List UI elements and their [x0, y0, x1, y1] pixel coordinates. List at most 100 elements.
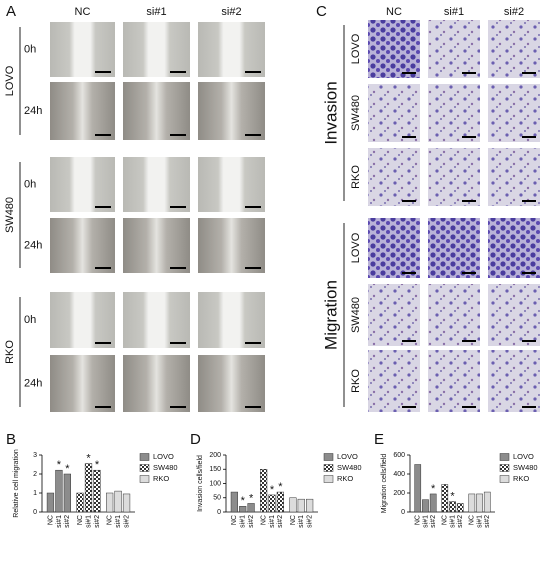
legend-label: LOVO [513, 452, 534, 461]
wound-image [50, 22, 115, 77]
time-label: 0h [24, 314, 36, 326]
legend-swatch [139, 475, 150, 483]
x-tick-label: si#1 [298, 515, 305, 528]
transwell-image [368, 20, 420, 78]
wound-image [123, 82, 190, 140]
transwell-image [488, 20, 540, 78]
wound-image [50, 157, 115, 212]
transwell-image [428, 350, 480, 412]
legend-swatch [499, 464, 510, 472]
column-header: si#2 [504, 6, 524, 18]
cell-line-label: SW480 [350, 297, 362, 333]
y-axis-label: Invasion cells/field [197, 455, 204, 512]
transwell-image [368, 350, 420, 412]
legend-label: RKO [153, 474, 169, 483]
x-tick-label: si#2 [64, 515, 71, 528]
legend-label: RKO [513, 474, 529, 483]
legend-label: LOVO [153, 452, 174, 461]
x-tick-label: NC [469, 515, 476, 525]
legend-label: RKO [337, 474, 353, 483]
x-tick-label: NC [106, 515, 113, 525]
transwell-image [488, 284, 540, 346]
wound-image [198, 292, 265, 348]
bar [456, 503, 464, 513]
bar [46, 492, 55, 513]
y-tick-label: 100 [209, 480, 221, 487]
significance-marker: * [450, 490, 455, 502]
column-header: si#2 [221, 6, 241, 18]
x-tick-label: si#2 [484, 515, 491, 528]
wound-image [50, 292, 115, 348]
transwell-image [368, 148, 420, 206]
transwell-image [428, 84, 480, 142]
cell-line-label: RKO [350, 369, 362, 393]
significance-marker: * [270, 484, 275, 496]
x-tick-label: si#2 [94, 515, 101, 528]
transwell-image [368, 284, 420, 346]
column-header: NC [386, 6, 402, 18]
bar [276, 491, 284, 513]
significance-marker: * [57, 459, 62, 471]
bar [247, 503, 255, 513]
y-tick-label: 50 [213, 495, 221, 502]
significance-marker: * [278, 481, 283, 493]
legend-swatch [323, 464, 334, 472]
bar [422, 499, 429, 513]
y-axis-label: Relative cell migration [13, 449, 20, 518]
panel-letter: C [316, 3, 327, 20]
time-label: 24h [24, 239, 42, 251]
time-label: 0h [24, 43, 36, 55]
bar [297, 498, 305, 513]
cell-line-label: LOVO [350, 33, 362, 64]
wound-image [198, 218, 265, 273]
transwell-image [428, 148, 480, 206]
x-tick-label: si#1 [269, 515, 276, 528]
y-tick-label: 400 [393, 471, 405, 478]
x-tick-label: NC [442, 515, 449, 525]
time-label: 24h [24, 105, 42, 117]
column-header: si#1 [146, 6, 166, 18]
bar [63, 473, 71, 513]
cell-line-label: LOVO [350, 232, 362, 263]
x-tick-label: NC [77, 515, 84, 525]
wound-image [123, 22, 190, 77]
legend-swatch [323, 453, 334, 461]
x-tick-label: si#2 [248, 515, 255, 528]
legend-swatch [499, 475, 510, 483]
transwell-image [488, 350, 540, 412]
wound-image [123, 292, 190, 348]
legend-label: LOVO [337, 452, 358, 461]
cell-line-label: RKO [4, 340, 16, 364]
bar [114, 490, 122, 513]
legend-swatch [139, 464, 150, 472]
transwell-image [488, 84, 540, 142]
x-tick-label: si#2 [306, 515, 313, 528]
cell-line-label: SW480 [350, 95, 362, 131]
significance-marker: * [95, 459, 100, 471]
transwell-image [368, 218, 420, 278]
bar [239, 506, 247, 513]
bar [429, 493, 437, 513]
x-tick-label: NC [47, 515, 54, 525]
legend-swatch [499, 453, 510, 461]
bar [468, 493, 476, 513]
bar [93, 469, 101, 513]
y-tick-label: 0 [33, 509, 37, 516]
cell-line-label: LOVO [4, 65, 16, 96]
x-tick-label: si#1 [422, 515, 429, 528]
bar [55, 469, 63, 513]
x-tick-label: si#1 [56, 515, 63, 528]
wound-image [123, 218, 190, 273]
x-tick-label: si#2 [457, 515, 464, 528]
cell-line-label: SW480 [4, 197, 16, 233]
x-tick-label: si#2 [123, 515, 130, 528]
wound-image [50, 218, 115, 273]
y-tick-label: 2 [33, 471, 37, 478]
wound-image [123, 355, 190, 412]
y-tick-label: 200 [209, 452, 221, 459]
x-tick-label: si#2 [430, 515, 437, 528]
x-tick-label: si#1 [449, 515, 456, 528]
wound-image [198, 157, 265, 212]
wound-image [198, 22, 265, 77]
legend-swatch [323, 475, 334, 483]
